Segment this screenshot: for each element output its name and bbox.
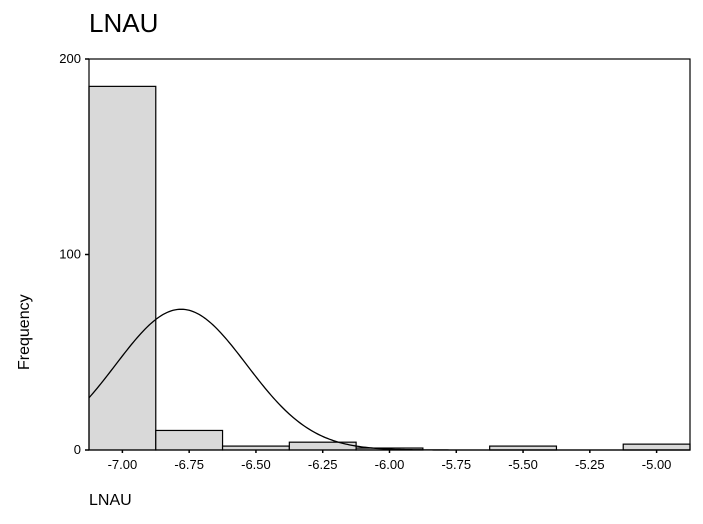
x-axis-label: LNAU (89, 492, 132, 509)
plot-frame (88, 58, 691, 451)
x-tick-label: -5.00 (642, 457, 672, 472)
x-tick-label: -6.00 (375, 457, 405, 472)
histogram-bar (155, 429, 224, 451)
histogram-bar (622, 443, 691, 451)
histogram-bar (88, 85, 157, 451)
x-tick-label: -7.00 (108, 457, 138, 472)
x-tick-label: -6.75 (174, 457, 204, 472)
x-tick-label: -5.25 (575, 457, 605, 472)
normal-curve (88, 308, 690, 451)
y-tick-label: 100 (59, 247, 81, 262)
chart-title: LNAU (89, 8, 159, 38)
y-tick-label: 200 (59, 51, 81, 66)
histogram-bar (288, 441, 357, 451)
x-tick-label: -6.50 (241, 457, 271, 472)
x-tick-label: -5.50 (508, 457, 538, 472)
x-tick-label: -6.25 (308, 457, 338, 472)
y-axis-label: Frequency (16, 294, 33, 370)
x-tick-label: -5.75 (441, 457, 471, 472)
y-tick-label: 0 (74, 442, 81, 457)
